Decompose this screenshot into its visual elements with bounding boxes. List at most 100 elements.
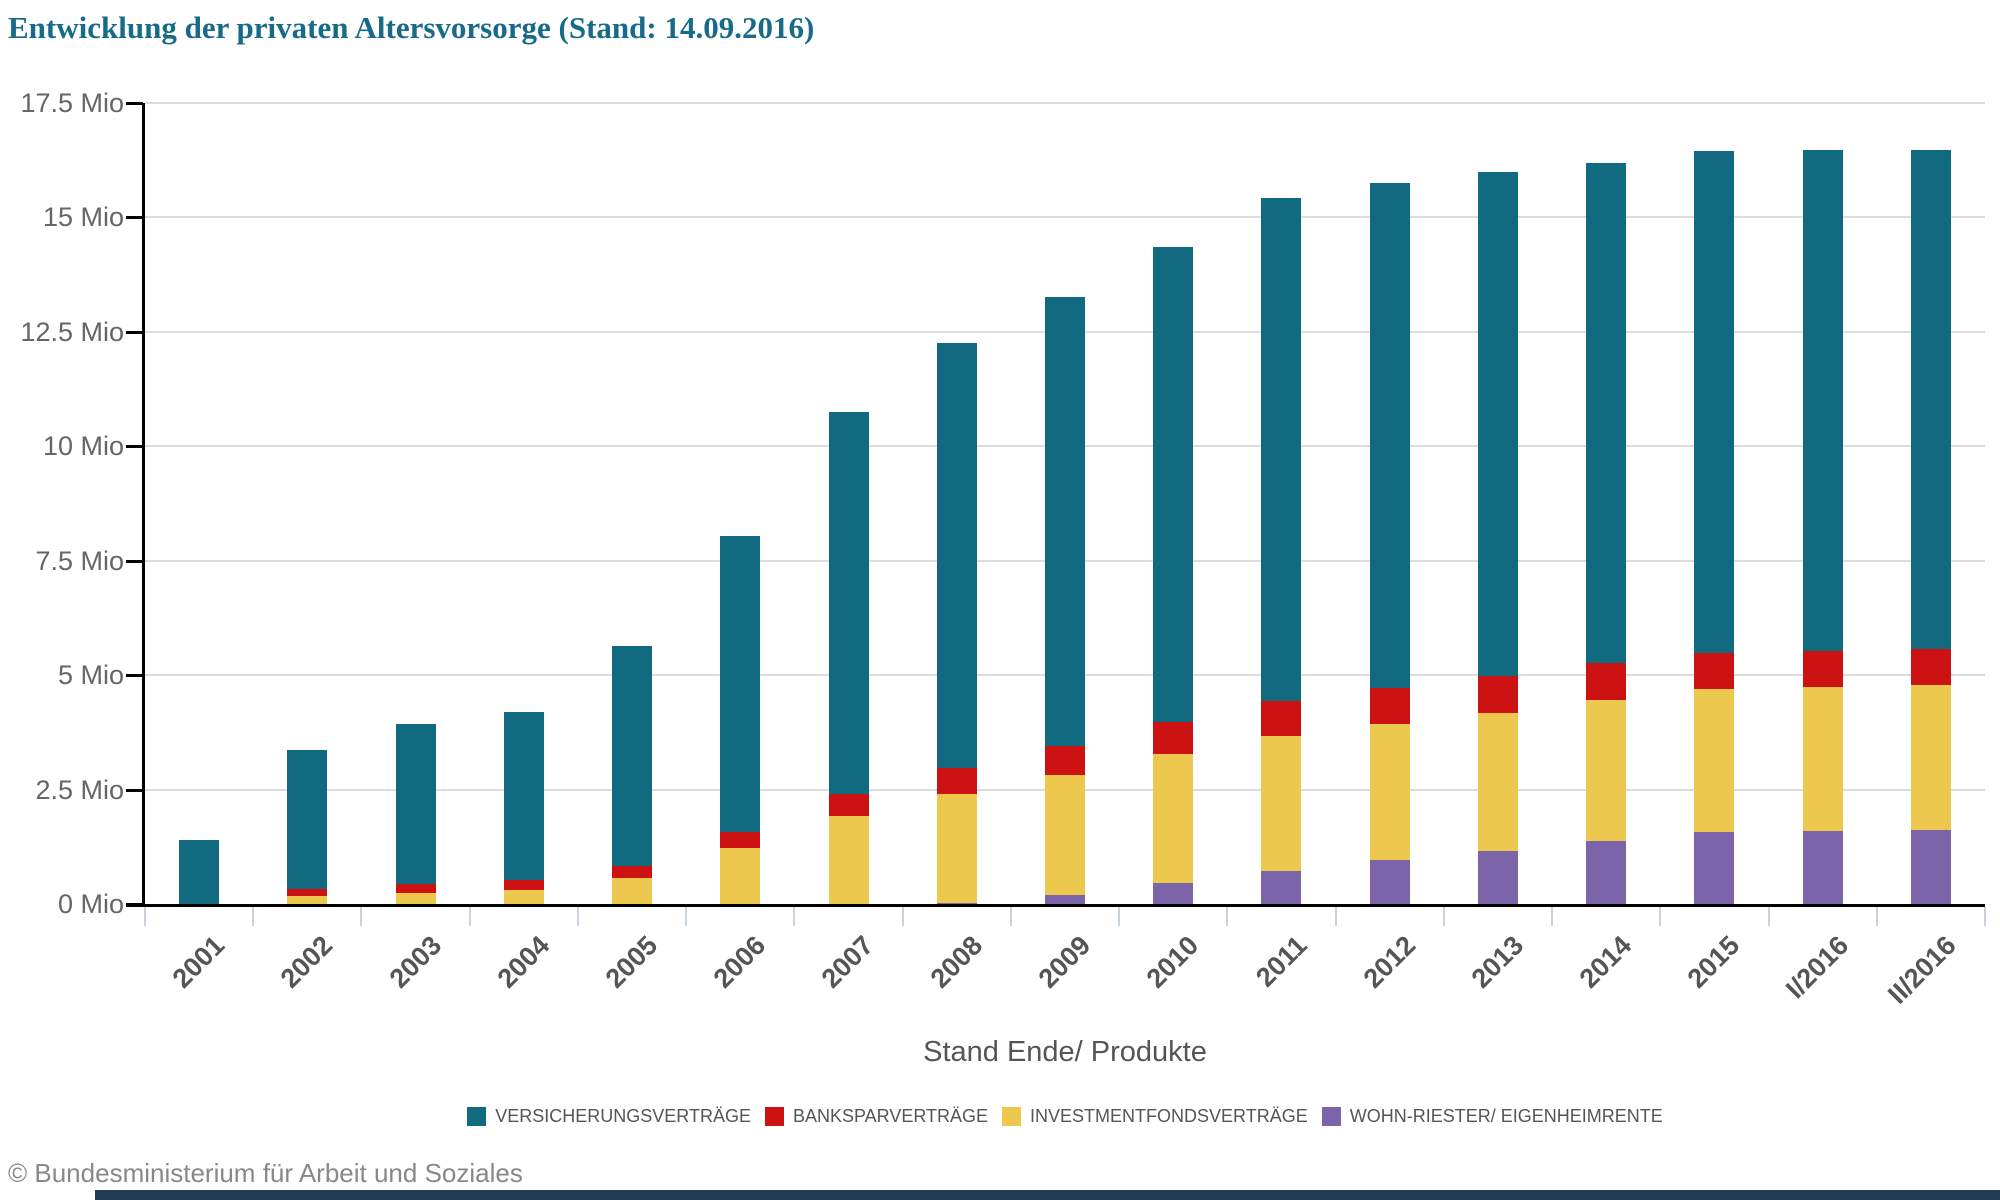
bar-segment-2009[interactable]	[1045, 894, 1085, 904]
x-axis-tick	[144, 907, 146, 926]
bar-segment-2011[interactable]	[1261, 197, 1302, 702]
x-axis-category-label: 2013	[1465, 930, 1530, 994]
x-axis-tick	[1009, 907, 1012, 926]
bar-segment-2001[interactable]	[179, 839, 220, 904]
legend-item[interactable]: WOHN-RIESTER/ EIGENHEIMRENTE	[1321, 1106, 1663, 1127]
x-axis-tick	[1984, 907, 1986, 926]
bar-segment-II/2016[interactable]	[1910, 829, 1951, 904]
x-axis-category-label: 2009	[1032, 930, 1097, 994]
y-axis-tick	[126, 445, 143, 449]
bar-segment-2005[interactable]	[612, 865, 653, 878]
bar-segment-II/2016[interactable]	[1910, 684, 1951, 830]
y-axis-tick-label: 0 Mio	[57, 889, 124, 919]
bar-segment-2011[interactable]	[1261, 870, 1302, 904]
x-axis-tick	[1659, 907, 1662, 926]
x-axis-category-label: I/2016	[1779, 930, 1854, 1005]
bar-segment-2009[interactable]	[1045, 745, 1085, 775]
bar-segment-2007[interactable]	[828, 816, 869, 904]
bar-segment-2015[interactable]	[1694, 150, 1735, 653]
bar-segment-2012[interactable]	[1369, 723, 1410, 861]
x-axis-tick	[901, 907, 904, 926]
bar-segment-2008[interactable]	[936, 343, 977, 769]
x-axis-tick	[1118, 907, 1121, 926]
y-axis-tick-label: 5 Mio	[57, 660, 124, 691]
bar-segment-2014[interactable]	[1586, 163, 1627, 663]
legend-label: BANKSPARVERTRÄGE	[792, 1106, 989, 1126]
bar-segment-2012[interactable]	[1369, 860, 1410, 904]
x-axis-category-label: 2011	[1250, 930, 1313, 993]
bar-segment-2013[interactable]	[1477, 171, 1518, 676]
y-axis-tick-label: 2.5 Mio	[35, 774, 124, 805]
bar-segment-I/2016[interactable]	[1802, 687, 1843, 831]
bar-segment-2005[interactable]	[612, 646, 653, 866]
bar-segment-2006[interactable]	[720, 831, 761, 848]
x-axis-category-label: 2007	[816, 930, 880, 994]
bar-segment-II/2016[interactable]	[1910, 649, 1951, 685]
x-axis-category-label: 2010	[1140, 930, 1205, 994]
bar-segment-2012[interactable]	[1369, 183, 1410, 688]
bar-segment-2009[interactable]	[1045, 774, 1085, 895]
x-axis	[126, 904, 1985, 907]
bar-segment-2002[interactable]	[287, 896, 328, 904]
bar-segment-2011[interactable]	[1261, 735, 1302, 871]
bar-segment-2012[interactable]	[1369, 687, 1410, 724]
bar-segment-I/2016[interactable]	[1802, 149, 1843, 651]
bar-segment-2014[interactable]	[1586, 700, 1627, 841]
bar-segment-2005[interactable]	[612, 877, 653, 904]
bar-segment-2004[interactable]	[503, 712, 544, 880]
bar-segment-2003[interactable]	[395, 892, 436, 904]
x-axis-title: Stand Ende/ Produkte	[923, 1036, 1207, 1068]
x-axis-tick	[1442, 907, 1445, 926]
legend-swatch-icon	[467, 1107, 487, 1126]
y-gridline	[145, 102, 1985, 104]
bar-segment-2002[interactable]	[287, 749, 328, 890]
x-axis-tick	[360, 907, 363, 926]
bar-segment-2015[interactable]	[1694, 832, 1735, 904]
bar-segment-2013[interactable]	[1477, 675, 1518, 713]
bar-segment-2007[interactable]	[828, 411, 869, 795]
legend-item[interactable]: VERSICHERUNGSVERTRÄGE	[467, 1106, 751, 1127]
legend-swatch-icon	[764, 1107, 784, 1126]
bar-segment-2003[interactable]	[395, 724, 436, 884]
bar-segment-2013[interactable]	[1477, 712, 1518, 852]
bar-segment-2007[interactable]	[828, 794, 869, 817]
bar-segment-2002[interactable]	[287, 889, 328, 897]
bar-segment-I/2016[interactable]	[1802, 830, 1843, 904]
bar-segment-2010[interactable]	[1153, 882, 1194, 904]
bar-segment-2006[interactable]	[720, 535, 761, 832]
x-axis-tick	[576, 907, 579, 926]
x-axis-tick	[1875, 907, 1878, 926]
legend-item[interactable]: INVESTMENTFONDSVERTRÄGE	[1002, 1106, 1308, 1127]
x-axis-category-label: 2004	[491, 930, 556, 994]
bar-segment-2008[interactable]	[936, 793, 977, 903]
bar-segment-II/2016[interactable]	[1910, 149, 1951, 650]
x-axis-category-label: 2015	[1681, 930, 1746, 994]
bar-segment-2015[interactable]	[1694, 652, 1735, 690]
bar-segment-2015[interactable]	[1694, 689, 1735, 833]
bar-segment-2003[interactable]	[395, 883, 436, 893]
legend-swatch-icon	[1321, 1107, 1341, 1126]
y-gridline	[145, 216, 1985, 219]
bar-segment-2008[interactable]	[936, 902, 977, 904]
bar-segment-2009[interactable]	[1045, 297, 1085, 746]
bar-segment-2014[interactable]	[1586, 840, 1627, 904]
x-axis-category-label: 2002	[274, 930, 339, 994]
bar-segment-2004[interactable]	[503, 879, 544, 890]
bar-segment-2006[interactable]	[720, 847, 761, 904]
bar-segment-2008[interactable]	[936, 768, 977, 794]
y-axis-tick-label: 15 Mio	[42, 202, 124, 233]
bar-segment-2011[interactable]	[1261, 701, 1302, 736]
bar-segment-2013[interactable]	[1477, 851, 1518, 904]
bar-segment-2010[interactable]	[1153, 721, 1194, 755]
x-axis-tick	[468, 907, 471, 926]
horizontal-scrollbar[interactable]	[95, 1190, 2000, 1200]
legend-item[interactable]: BANKSPARVERTRÄGE	[764, 1106, 989, 1127]
bar-segment-I/2016[interactable]	[1802, 650, 1843, 688]
bar-segment-2010[interactable]	[1153, 754, 1194, 883]
bar-segment-2014[interactable]	[1586, 662, 1627, 701]
bar-segment-2010[interactable]	[1153, 246, 1194, 722]
y-axis-tick	[126, 674, 143, 678]
bar-segment-2004[interactable]	[503, 889, 544, 904]
x-axis-category-label: 2008	[924, 930, 988, 994]
